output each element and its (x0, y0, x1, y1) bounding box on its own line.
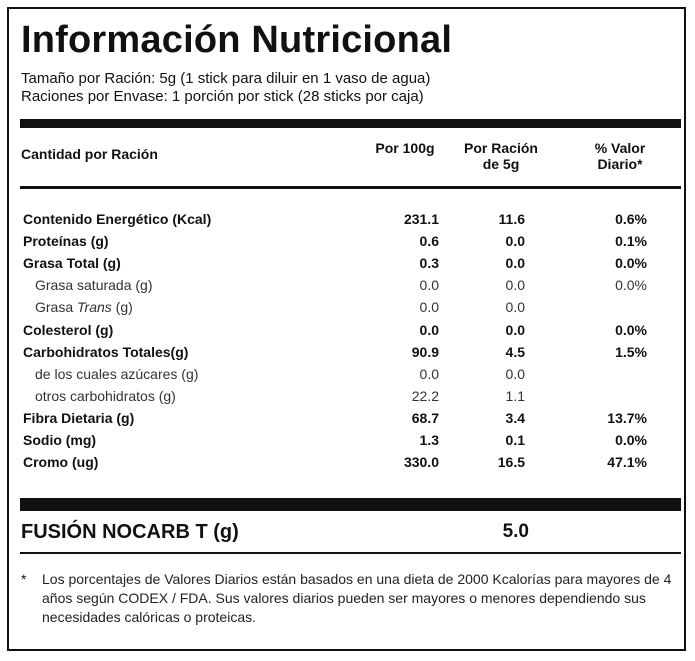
header-daily-value-line2: Diario* (597, 156, 643, 172)
value-per100: 0.0 (419, 365, 439, 382)
value-daily: 1.5% (615, 343, 647, 360)
nutrient-row: Cromo (ug) 330.0 16.5 47.1% (9, 452, 684, 473)
fusion-value: 5.0 (502, 521, 529, 542)
nutrient-label: Proteínas (g) (23, 233, 109, 250)
value-daily: 0.0% (615, 432, 647, 448)
value-per-serving: 1.1 (505, 387, 525, 404)
footnote-text: Los porcentajes de Valores Diarios están… (42, 571, 672, 625)
nutrient-label: Colesterol (g) (23, 321, 114, 338)
value-per100: 231.1 (403, 211, 439, 227)
value-daily: 0.0% (615, 321, 647, 338)
nutrient-row: Proteínas (g) 0.6 0.0 0.1% (9, 231, 684, 252)
fusion-label: FUSIÓN NOCARB T (g) (21, 521, 239, 543)
nutrient-label: Grasa Trans (g) (35, 297, 133, 318)
value-per100: 1.3 (419, 432, 439, 448)
header-daily-value-line1: % Valor (594, 140, 646, 156)
value-per100: 0.0 (419, 321, 439, 338)
value-per100: 330.0 (403, 454, 439, 471)
nutrient-label: Cromo (ug) (23, 454, 99, 471)
value-per100: 0.3 (419, 255, 439, 272)
nutrient-row: Carbohidratos Totales(g) 90.9 4.5 1.5% (9, 342, 684, 363)
nutrient-label: de los cuales azúcares (g) (35, 365, 199, 382)
header-per-serving-line1: Por Ración (464, 140, 538, 156)
value-per100: 0.0 (419, 277, 439, 294)
nutrient-label: Fibra Dietaria (g) (23, 409, 135, 426)
value-per-serving: 16.5 (497, 454, 525, 471)
thick-divider-top (20, 119, 681, 128)
nutrient-label: Contenido Energético (Kcal) (23, 211, 212, 227)
nutrient-row: otros carbohidratos (g) 22.2 1.1 (9, 386, 684, 407)
nutrient-row: Grasa Trans (g) 0.0 0.0 (9, 297, 684, 318)
panel-title: Información Nutricional (21, 19, 453, 61)
nutrient-row: Grasa Total (g) 0.3 0.0 0.0% (9, 253, 684, 274)
nutrient-label: Sodio (mg) (23, 432, 97, 448)
nutrient-row: Fibra Dietaria (g) 68.7 3.4 13.7% (9, 408, 684, 429)
value-daily: 13.7% (607, 409, 647, 426)
nutrient-row: Contenido Energético (Kcal) 231.1 11.6 0.6% (9, 209, 684, 230)
nutrient-label: otros carbohidratos (g) (35, 387, 176, 404)
thick-divider-bottom (20, 498, 681, 511)
footnote-rule (20, 552, 681, 554)
nutrient-row: Sodio (mg) 1.3 0.1 0.0% (9, 430, 684, 451)
nutrient-label-italic: Trans (77, 299, 112, 316)
value-per-serving: 11.6 (498, 211, 525, 227)
value-daily: 47.1% (607, 454, 647, 471)
value-per-serving: 0.0 (505, 321, 525, 338)
value-per100: 22.2 (411, 387, 439, 404)
footnote-marker: * (21, 571, 27, 587)
value-per100: 0.0 (419, 299, 439, 316)
header-per-serving-line2: de 5g (482, 156, 520, 172)
header-rule (20, 186, 681, 189)
value-daily: 0.1% (615, 233, 647, 250)
value-per100: 68.7 (411, 409, 439, 426)
nutrient-label: Grasa saturada (g) (35, 277, 153, 294)
value-daily: 0.6% (615, 211, 647, 227)
value-daily: 0.0% (615, 277, 647, 294)
header-daily-value: % Valor Diario* (584, 140, 656, 172)
value-per-serving: 4.5 (505, 343, 525, 360)
servings-per-container: Raciones por Envase: 1 porción por stick… (21, 88, 424, 105)
value-per-serving: 0.0 (505, 365, 525, 382)
nutrient-label-prefix: Grasa (35, 299, 78, 316)
value-per-serving: 0.1 (505, 432, 525, 448)
nutrient-row: Colesterol (g) 0.0 0.0 0.0% (9, 320, 684, 341)
nutrient-label: Carbohidratos Totales(g) (23, 343, 189, 360)
value-per-serving: 0.0 (505, 233, 525, 250)
nutrient-label-suffix: (g) (111, 299, 133, 316)
nutrition-facts-panel: Información Nutricional Tamaño por Ració… (7, 7, 686, 651)
serving-size: Tamaño por Ración: 5g (1 stick para dilu… (21, 70, 431, 87)
header-per-serving: Por Ración de 5g (464, 140, 538, 172)
value-per100: 0.6 (419, 233, 439, 250)
nutrient-row: de los cuales azúcares (g) 0.0 0.0 (9, 364, 684, 385)
serving-info: Tamaño por Ración: 5g (1 stick para dilu… (21, 70, 430, 106)
header-amount: Cantidad por Ración (21, 146, 158, 162)
nutrient-label: Grasa Total (g) (23, 255, 121, 272)
value-per-serving: 0.0 (505, 299, 525, 316)
value-per-serving: 0.0 (505, 255, 525, 272)
value-daily: 0.0% (615, 255, 647, 272)
value-per100: 90.9 (411, 343, 439, 360)
nutrient-row: Grasa saturada (g) 0.0 0.0 0.0% (9, 275, 684, 296)
header-per100: Por 100g (375, 140, 435, 156)
value-per-serving: 0.0 (505, 277, 525, 294)
value-per-serving: 3.4 (505, 409, 525, 426)
